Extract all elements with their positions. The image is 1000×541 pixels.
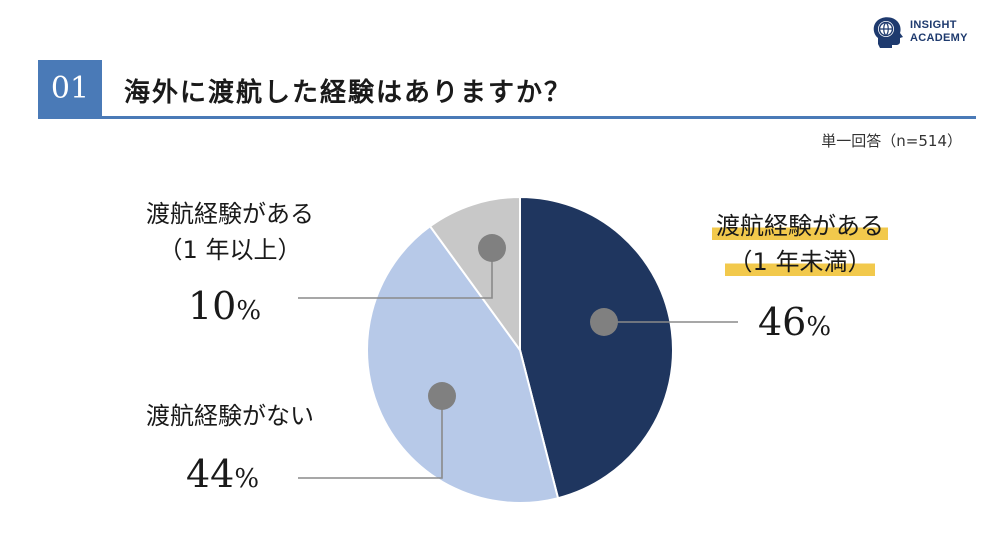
slice-value-under-1yr-unit: % [806,312,832,342]
title-divider [38,116,976,119]
slice-over-1yr-marker [478,234,506,262]
slice-over-1yr-leader-line [298,248,493,299]
slice-label-over-1yr-line2: （1 年以上） [158,236,302,264]
slice-value-none: 44% [186,452,259,496]
sample-note: 単一回答（n=514） [821,132,962,150]
slice-label-over-1yr-line1: 渡航経験がある [146,200,314,228]
head-globe-icon [873,17,903,48]
slice-none-leader-line [298,396,443,479]
slice-label-none: 渡航経験がない [100,398,360,434]
slice-value-none-number: 44 [186,452,235,496]
slice-under-1yr [519,195,674,500]
page-title: 海外に渡航した経験はありますか？ [124,78,573,108]
slice-value-over-1yr-number: 10 [188,284,237,328]
slice-value-under-1yr-number: 46 [758,300,807,344]
slice-none [366,224,560,504]
logo-line-1: INSIGHT [910,19,957,31]
slice-none-marker [428,382,456,410]
slice-value-none-unit: % [234,464,260,494]
slice-label-under-1yr: 渡航経験がある （1 年未満） [680,208,920,280]
slice-label-under-1yr-line1: 渡航経験がある [712,212,888,240]
slice-under-1yr-marker [590,308,618,336]
slice-value-over-1yr: 10% [188,284,261,328]
slice-label-none-line1: 渡航経験がない [146,402,314,430]
slice-value-over-1yr-unit: % [236,296,262,326]
slice-value-under-1yr: 46% [758,300,831,344]
logo-line-2: ACADEMY [910,32,968,44]
slice-label-over-1yr: 渡航経験がある （1 年以上） [100,196,360,268]
slice-label-under-1yr-line2: （1 年未満） [724,248,876,276]
question-number: 01 [38,60,102,118]
brand-logo: INSIGHT ACADEMY [870,14,968,50]
